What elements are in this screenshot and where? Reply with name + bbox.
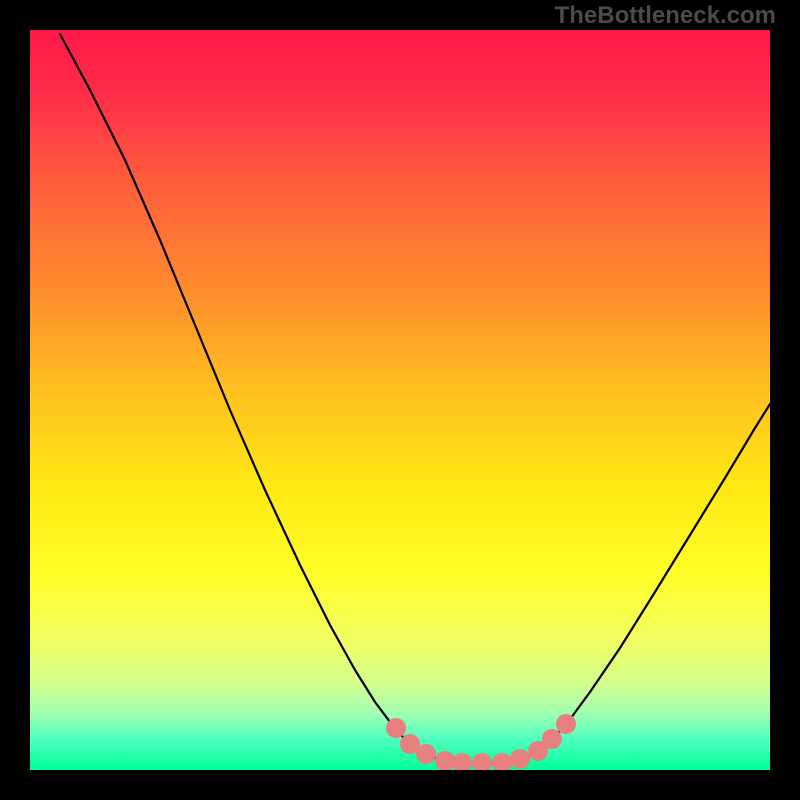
marker-dot — [472, 753, 492, 770]
bottleneck-curve — [60, 34, 770, 763]
marker-dot — [542, 729, 562, 749]
marker-dot — [416, 744, 436, 764]
marker-dot — [492, 753, 512, 770]
marker-dot — [510, 749, 530, 769]
plot-area — [30, 30, 770, 770]
curve-layer — [30, 30, 770, 770]
marker-dot — [556, 714, 576, 734]
marker-group — [386, 714, 576, 770]
watermark-text: TheBottleneck.com — [555, 2, 776, 30]
marker-dot — [386, 718, 406, 738]
marker-dot — [452, 753, 472, 770]
marker-dot — [435, 751, 455, 770]
